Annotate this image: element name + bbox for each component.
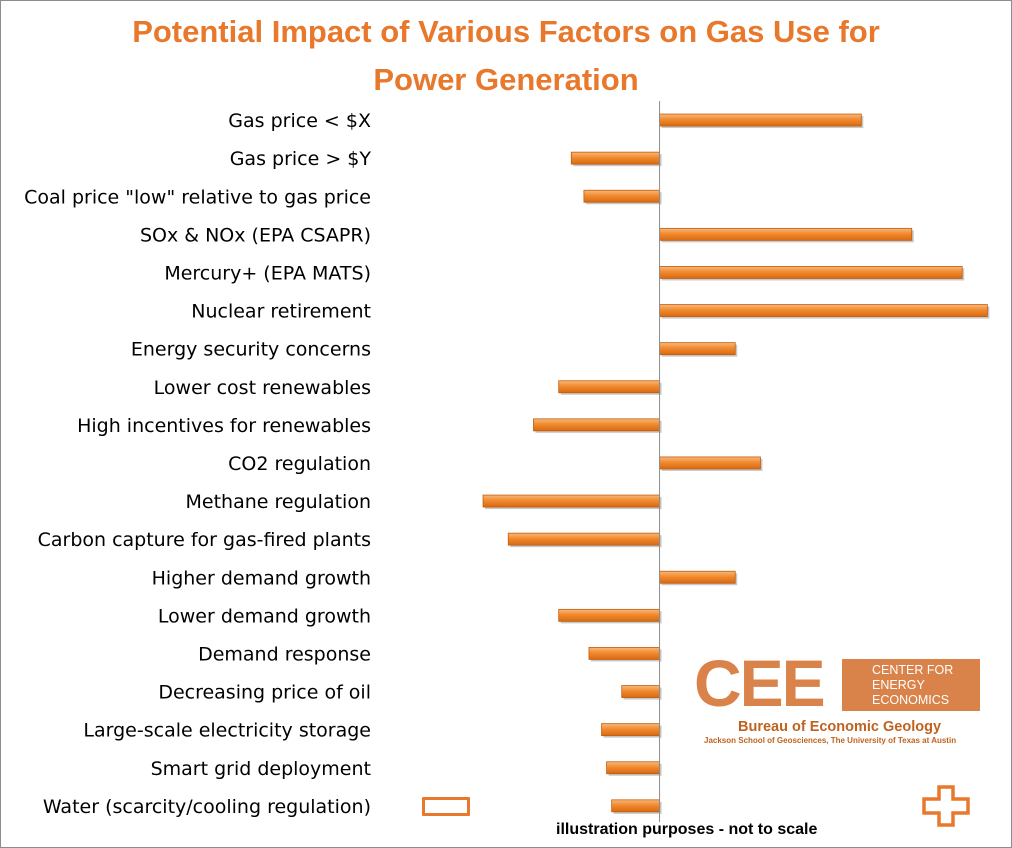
bar [558,380,660,394]
bar [659,304,988,317]
bar [588,647,660,660]
category-label: Demand response [198,643,371,665]
bar [507,532,660,546]
logo-box-line: ECONOMICS [872,693,950,707]
minus-icon [422,797,470,816]
category-label: Lower demand growth [158,605,371,627]
bar [533,418,660,432]
logo-letters: CEE [694,646,826,720]
logo-organization: Bureau of Economic Geology [738,719,942,735]
category-label: Coal price "low" relative to gas price [24,186,371,208]
bar [558,608,660,622]
bar [659,342,736,356]
bar [583,189,660,203]
bar [482,494,660,508]
bar [570,151,660,165]
category-label: Carbon capture for gas-fired plants [38,529,371,551]
bar [659,266,963,279]
logo-box-line: ENERGY [872,678,925,692]
bar [659,456,761,470]
category-label: Gas price > $Y [230,148,372,170]
category-label: Higher demand growth [152,567,371,589]
category-label: Methane regulation [186,491,372,513]
category-label: Mercury+ (EPA MATS) [164,262,371,284]
logo-affiliation: Jackson School of Geosciences, The Unive… [704,736,957,745]
category-label: Decreasing price of oil [158,682,371,704]
category-label: Smart grid deployment [151,758,371,780]
category-label: Water (scarcity/cooling regulation) [43,796,371,818]
category-label: Nuclear retirement [191,301,371,323]
footnote: illustration purposes - not to scale [556,821,818,838]
bar [611,799,660,813]
category-label: Large-scale electricity storage [83,720,371,742]
logo-box: CENTER FOR ENERGY ECONOMICS [842,659,980,711]
bar [606,761,660,775]
bar [621,685,660,698]
cee-logo: CEE CENTER FOR ENERGY ECONOMICS Bureau o… [694,650,994,748]
bar [601,723,660,737]
category-label: SOx & NOx (EPA CSAPR) [140,224,371,246]
logo-box-line: CENTER FOR [872,663,954,677]
category-label: Gas price < $X [228,110,371,132]
chart-title: Potential Impact of Various Factors on G… [132,14,880,97]
category-label: CO2 regulation [228,453,371,475]
bar [659,113,862,127]
bar [659,570,736,584]
category-label: Lower cost renewables [154,377,371,399]
category-label: Energy security concerns [131,339,371,361]
plus-icon [922,785,970,827]
bar [659,227,913,241]
category-label: High incentives for renewables [77,415,371,437]
